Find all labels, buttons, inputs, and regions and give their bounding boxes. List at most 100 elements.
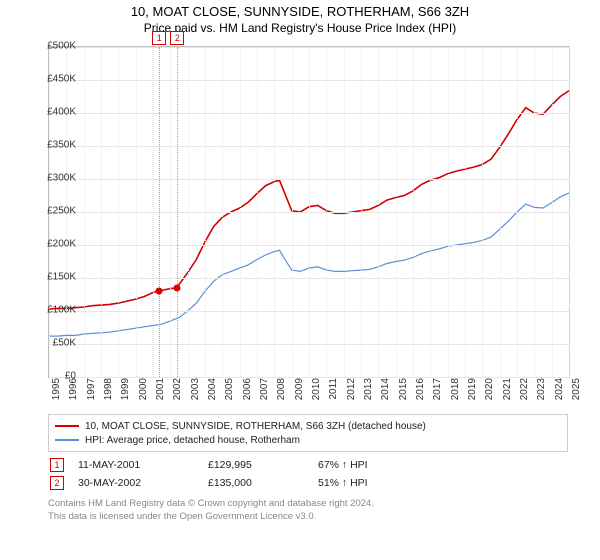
gridline — [118, 47, 119, 377]
y-axis-label: £250K — [30, 206, 76, 217]
gridline — [396, 47, 397, 377]
gridline — [534, 47, 535, 377]
gridline — [569, 47, 570, 377]
x-axis-label: 2009 — [294, 378, 305, 410]
y-axis-label: £200K — [30, 239, 76, 250]
y-axis-label: £300K — [30, 173, 76, 184]
plot-area: 12 — [48, 46, 570, 378]
gridline — [326, 47, 327, 377]
footer-line: Contains HM Land Registry data © Crown c… — [48, 498, 568, 511]
sale-badge: 2 — [50, 476, 64, 490]
legend-item: HPI: Average price, detached house, Roth… — [55, 433, 561, 447]
y-axis-label: £400K — [30, 107, 76, 118]
gridline — [274, 47, 275, 377]
sale-row: 230-MAY-2002£135,00051% ↑ HPI — [48, 474, 568, 492]
chart-title: 10, MOAT CLOSE, SUNNYSIDE, ROTHERHAM, S6… — [0, 4, 600, 19]
gridline — [170, 47, 171, 377]
y-axis-label: £350K — [30, 140, 76, 151]
x-axis-label: 2003 — [190, 378, 201, 410]
gridline — [482, 47, 483, 377]
x-axis-label: 2017 — [432, 378, 443, 410]
sale-date: 11-MAY-2001 — [78, 459, 208, 471]
x-axis-label: 2011 — [328, 378, 339, 410]
x-axis-label: 2001 — [155, 378, 166, 410]
x-axis-label: 2002 — [172, 378, 183, 410]
x-axis-label: 2010 — [311, 378, 322, 410]
x-axis-label: 1996 — [68, 378, 79, 410]
gridline — [136, 47, 137, 377]
x-axis-label: 2022 — [519, 378, 530, 410]
x-axis-label: 1998 — [103, 378, 114, 410]
x-axis-label: 2018 — [450, 378, 461, 410]
sale-marker-line — [159, 47, 160, 377]
sale-dot — [174, 284, 181, 291]
x-axis-label: 2023 — [536, 378, 547, 410]
y-axis-label: £450K — [30, 74, 76, 85]
x-axis-label: 2004 — [207, 378, 218, 410]
x-axis-label: 1995 — [51, 378, 62, 410]
gridline — [222, 47, 223, 377]
legend-label: 10, MOAT CLOSE, SUNNYSIDE, ROTHERHAM, S6… — [85, 421, 426, 432]
legend-item: 10, MOAT CLOSE, SUNNYSIDE, ROTHERHAM, S6… — [55, 419, 561, 433]
sale-price: £129,995 — [208, 459, 318, 471]
gridline — [430, 47, 431, 377]
gridline — [500, 47, 501, 377]
gridline — [517, 47, 518, 377]
sale-marker-badge: 2 — [170, 31, 184, 45]
x-axis-label: 1997 — [86, 378, 97, 410]
footer-attribution: Contains HM Land Registry data © Crown c… — [48, 498, 568, 524]
sale-marker-line — [177, 47, 178, 377]
gridline — [101, 47, 102, 377]
gridline — [552, 47, 553, 377]
gridline — [448, 47, 449, 377]
chart-container: 10, MOAT CLOSE, SUNNYSIDE, ROTHERHAM, S6… — [0, 0, 600, 560]
gridline — [292, 47, 293, 377]
sale-date: 30-MAY-2002 — [78, 477, 208, 489]
gridline — [84, 47, 85, 377]
x-axis-label: 2024 — [554, 378, 565, 410]
chart-subtitle: Price paid vs. HM Land Registry's House … — [0, 21, 600, 35]
gridline — [413, 47, 414, 377]
sale-dot — [156, 288, 163, 295]
sale-pct: 67% ↑ HPI — [318, 459, 428, 471]
x-axis-label: 2007 — [259, 378, 270, 410]
sale-price: £135,000 — [208, 477, 318, 489]
gridline — [257, 47, 258, 377]
x-axis-label: 2025 — [571, 378, 582, 410]
x-axis-label: 2014 — [380, 378, 391, 410]
legend-swatch — [55, 425, 79, 427]
x-axis-label: 2019 — [467, 378, 478, 410]
gridline — [188, 47, 189, 377]
gridline — [240, 47, 241, 377]
x-axis-label: 2000 — [138, 378, 149, 410]
footer-line: This data is licensed under the Open Gov… — [48, 511, 568, 524]
gridline — [309, 47, 310, 377]
title-block: 10, MOAT CLOSE, SUNNYSIDE, ROTHERHAM, S6… — [0, 0, 600, 35]
gridline — [205, 47, 206, 377]
legend-box: 10, MOAT CLOSE, SUNNYSIDE, ROTHERHAM, S6… — [48, 414, 568, 452]
y-axis-label: £150K — [30, 272, 76, 283]
x-axis-label: 2015 — [398, 378, 409, 410]
y-axis-label: £50K — [30, 338, 76, 349]
x-axis-label: 2013 — [363, 378, 374, 410]
x-axis-label: 2008 — [276, 378, 287, 410]
sale-marker-badge: 1 — [152, 31, 166, 45]
x-axis-label: 2020 — [484, 378, 495, 410]
gridline — [153, 47, 154, 377]
sale-row: 1 11-MAY-2001£129,99567% ↑ HPI — [48, 456, 568, 474]
gridline — [465, 47, 466, 377]
gridline — [344, 47, 345, 377]
legend-label: HPI: Average price, detached house, Roth… — [85, 435, 300, 446]
y-axis-label: £500K — [30, 41, 76, 52]
x-axis-label: 2012 — [346, 378, 357, 410]
x-axis-label: 1999 — [120, 378, 131, 410]
legend-swatch — [55, 439, 79, 441]
sales-table: 1 11-MAY-2001£129,99567% ↑ HPI 2 30-MAY-200… — [48, 456, 568, 492]
x-axis-label: 2006 — [242, 378, 253, 410]
sale-badge: 1 — [50, 458, 64, 472]
x-axis-label: 2021 — [502, 378, 513, 410]
x-axis-label: 2005 — [224, 378, 235, 410]
x-axis-label: 2016 — [415, 378, 426, 410]
gridline — [361, 47, 362, 377]
y-axis-label: £100K — [30, 305, 76, 316]
